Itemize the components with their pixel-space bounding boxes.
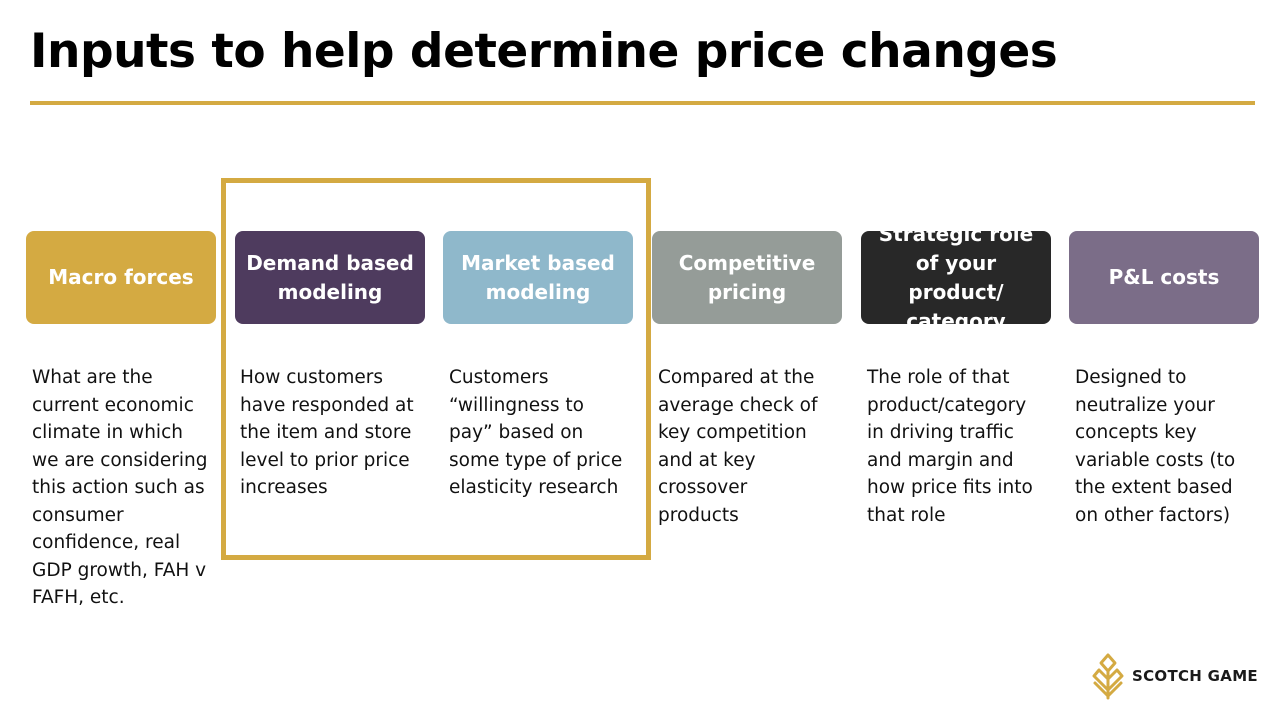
competitive-pricing-box: Competitive pricing [652, 231, 842, 324]
macro-forces-box: Macro forces [26, 231, 216, 324]
pl-costs-label: P&L costs [1108, 265, 1220, 289]
demand-market-highlight-frame [221, 178, 651, 560]
wheat-leaf-logo-icon [1092, 653, 1124, 700]
page-title: Inputs to help determine price changes [30, 24, 1058, 79]
demand-based-modeling-box: Demand based modeling [235, 231, 425, 324]
demand-based-modeling-description: How customers have responded at the item… [240, 367, 414, 498]
title-underline [30, 101, 1255, 105]
competitive-pricing-label: Competitive pricing [678, 250, 816, 304]
market-based-modeling-label: Market based modeling [461, 250, 615, 304]
market-based-modeling-description: Customers “willingness to pay” based on … [449, 367, 623, 498]
competitive-pricing-description: Compared at the average check of key com… [658, 367, 818, 526]
strategic-role-box: Strategic role of your product/ category [861, 222, 1051, 333]
macro-forces-label: Macro forces [48, 265, 194, 289]
pl-costs-box: P&L costs [1069, 231, 1259, 324]
strategic-role-label: Strategic role of your product/ category [878, 221, 1034, 333]
market-based-modeling-box: Market based modeling [443, 231, 633, 324]
macro-forces-description: What are the current economic climate in… [32, 367, 208, 608]
strategic-role-description: The role of that product/category in dri… [867, 367, 1033, 526]
demand-based-modeling-label: Demand based modeling [246, 250, 414, 304]
pl-costs-description: Designed to neutralize your concepts key… [1075, 367, 1236, 526]
brand-name: SCOTCH GAME [1132, 667, 1258, 685]
